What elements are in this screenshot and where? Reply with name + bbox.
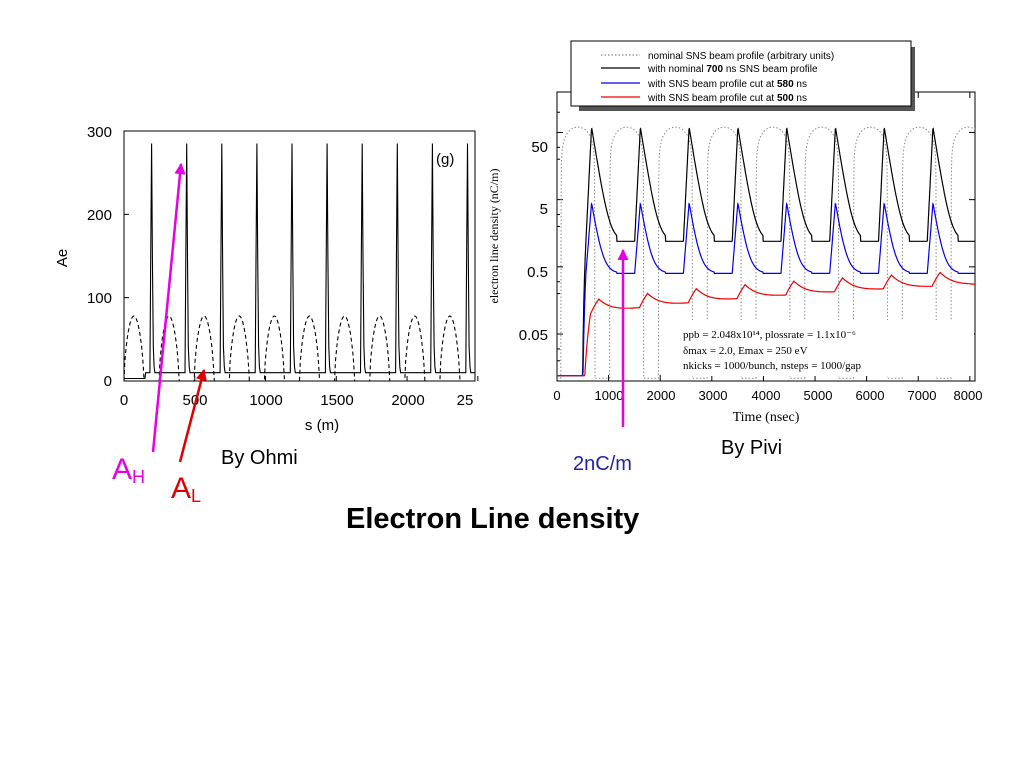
ohmi-xtick-1000: 1000 — [249, 392, 282, 409]
pivi-xtick-3000: 3000 — [699, 388, 728, 403]
pivi-series-580ns — [557, 202, 975, 377]
ah-label-sub: H — [132, 467, 146, 487]
pivi-ytick-0.05: 0.05 — [519, 327, 548, 344]
pivi-xlabel: Time (nsec) — [733, 410, 800, 425]
pivi-xtick-8000: 8000 — [954, 388, 983, 403]
pivi-param-line1: ppb = 2.048x10¹⁴, plossrate = 1.1x10⁻⁶ — [683, 329, 856, 341]
pivi-ytick-0.5: 0.5 — [527, 264, 548, 281]
pivi-xtick-0: 0 — [553, 388, 560, 403]
pivi-chart: nominal SNS beam profile (arbitrary unit… — [487, 40, 983, 425]
ohmi-xtick-1500: 1500 — [320, 392, 353, 409]
ah-arrow — [151, 162, 186, 453]
pivi-ylabel: electron line density (nC/m) — [487, 169, 501, 304]
ohmi-ylabel: Ae — [54, 249, 71, 267]
pivi-xtick-7000: 7000 — [908, 388, 937, 403]
pivi-param-line3: nkicks = 1000/bunch, nsteps = 1000/gap — [683, 360, 862, 372]
pivi-parameters-box — [676, 320, 974, 376]
ohmi-ytick-0: 0 — [104, 373, 112, 390]
pivi-series-500ns — [557, 271, 975, 377]
slide-title: Electron Line density — [346, 503, 640, 535]
al-label: AL — [171, 472, 201, 507]
al-arrow — [178, 368, 207, 463]
ah-label-main: A — [112, 453, 133, 486]
two-nc-m-label: 2nC/m — [573, 453, 632, 475]
ohmi-ytick-300: 300 — [87, 124, 112, 141]
al-label-main: A — [171, 472, 192, 505]
legend-entry-580ns: with SNS beam profile cut at 580 ns — [647, 79, 807, 90]
legend-entry-500ns: with SNS beam profile cut at 500 ns — [647, 93, 807, 104]
ah-label: AH — [112, 453, 145, 488]
pivi-ytick-50: 50 — [531, 139, 548, 156]
pivi-xtick-6000: 6000 — [856, 388, 885, 403]
ohmi-ytick-200: 200 — [87, 207, 112, 224]
ohmi-xtick-0: 0 — [120, 392, 128, 409]
pivi-param-line2: δmax = 2.0, Emax = 250 eV — [683, 345, 808, 357]
pivi-xtick-1000: 1000 — [595, 388, 624, 403]
by-pivi-label: By Pivi — [721, 437, 783, 459]
legend-entry-700ns: with nominal 700 ns SNS beam profile — [647, 64, 818, 75]
ohmi-xtick-2000: 2000 — [391, 392, 424, 409]
pivi-series-700ns — [557, 127, 975, 377]
ohmi-axis-ticks — [123, 130, 479, 382]
al-label-sub: L — [191, 486, 202, 506]
pivi-ytick-5: 5 — [540, 201, 548, 218]
ohmi-chart: (g) Ae s (m) 0 100 200 300 0 500 1000 15… — [54, 124, 479, 434]
pivi-xtick-2000: 2000 — [647, 388, 676, 403]
by-ohmi-label: By Ohmi — [221, 447, 298, 469]
ohmi-panel-tag: (g) — [436, 151, 454, 168]
pivi-xtick-4000: 4000 — [752, 388, 781, 403]
ohmi-xtick-2500: 25 — [457, 392, 474, 409]
pivi-legend: nominal SNS beam profile (arbitrary unit… — [570, 40, 915, 111]
ohmi-xlabel: s (m) — [305, 417, 339, 434]
legend-entry-nominal: nominal SNS beam profile (arbitrary unit… — [648, 51, 834, 62]
pivi-xtick-5000: 5000 — [804, 388, 833, 403]
pivi-series-nominal-profile — [557, 126, 976, 379]
ohmi-dashed-series — [124, 315, 475, 382]
ohmi-ytick-100: 100 — [87, 290, 112, 307]
